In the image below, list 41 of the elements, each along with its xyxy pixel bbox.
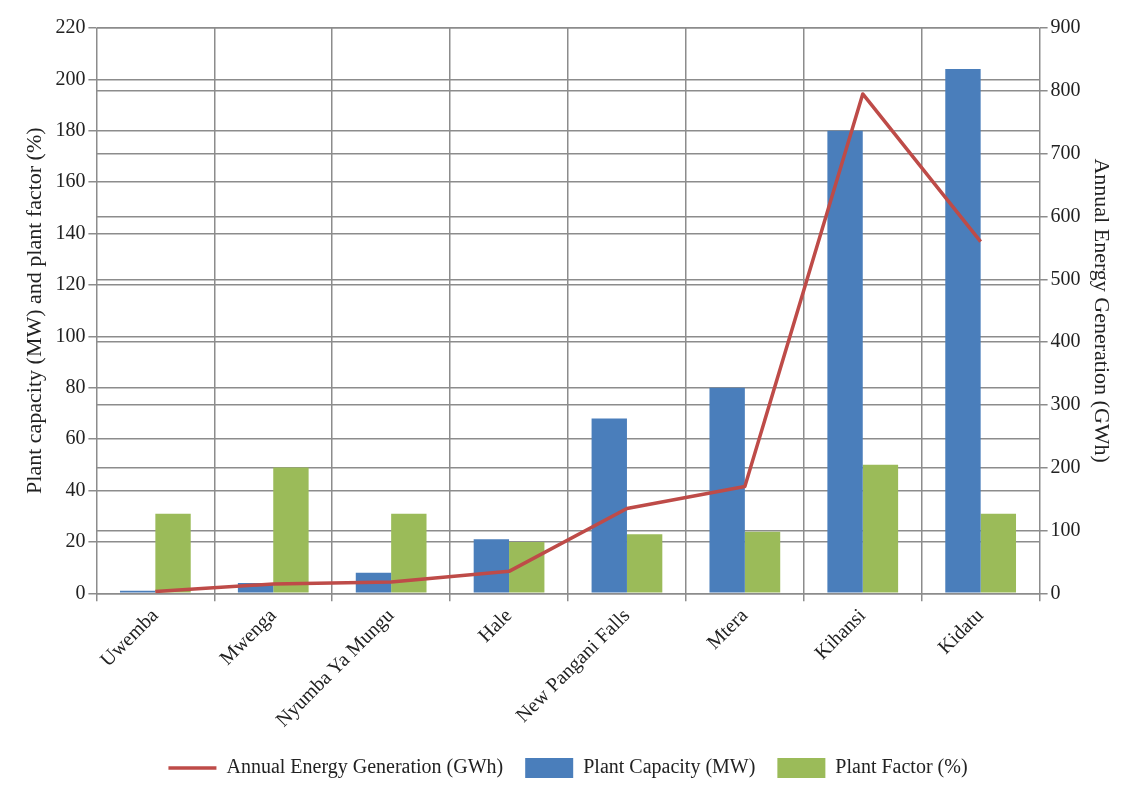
bar (591, 418, 627, 593)
y2-tick-label: 400 (1050, 329, 1081, 352)
bar (862, 464, 899, 593)
bar (273, 467, 309, 593)
y-tick-label: 20 (65, 529, 86, 552)
y-tick-label: 0 (75, 580, 86, 603)
y-tick-label: 40 (65, 477, 86, 500)
y2-tick-label: 100 (1050, 517, 1081, 540)
y-axis-title: Plant capacity (MW) and plant factor (%) (20, 127, 46, 494)
y2-tick-label: 800 (1050, 78, 1081, 101)
legend-label: Annual Energy Generation (GWh) (226, 755, 504, 779)
y-tick-label: 140 (55, 220, 86, 243)
y-tick-label: 120 (55, 272, 86, 295)
y-tick-label: 100 (55, 323, 86, 346)
bar (827, 130, 863, 593)
y2-tick-label: 500 (1050, 266, 1081, 289)
y2-axis-title: Annual Energy Generation (GWh) (1090, 158, 1116, 463)
y-tick-label: 220 (55, 15, 86, 38)
bar (980, 513, 1017, 593)
bar (626, 534, 663, 593)
y2-tick-label: 900 (1050, 15, 1081, 38)
y-tick-label: 200 (55, 66, 86, 89)
legend-label: Plant Factor (%) (835, 755, 968, 779)
bar (473, 539, 510, 593)
bar (744, 531, 781, 593)
bar (391, 513, 427, 593)
legend-label: Plant Capacity (MW) (583, 755, 756, 779)
bar (509, 541, 545, 593)
bar (155, 513, 191, 593)
y-tick-label: 80 (65, 375, 86, 397)
bar (945, 69, 981, 593)
y2-tick-label: 0 (1050, 580, 1061, 603)
y-tick-label: 180 (55, 118, 86, 141)
y2-tick-label: 700 (1050, 140, 1081, 163)
y-tick-label: 160 (55, 169, 86, 192)
y-tick-label: 60 (65, 426, 86, 449)
x-tick-label: Hale (473, 603, 516, 647)
y2-tick-label: 600 (1050, 203, 1081, 226)
bar (709, 387, 745, 593)
y2-tick-label: 200 (1050, 454, 1081, 477)
y2-tick-label: 300 (1050, 392, 1081, 415)
